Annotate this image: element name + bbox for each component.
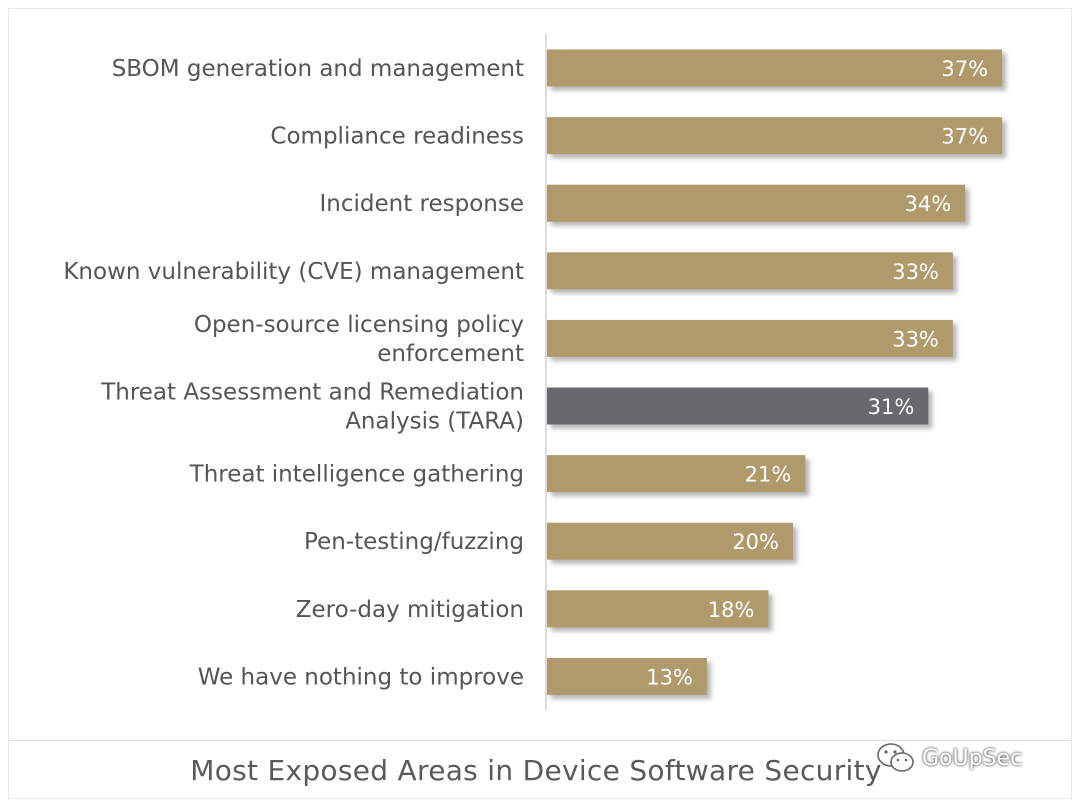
category-labels-group: SBOM generation and management Compliance… <box>63 56 524 690</box>
category-label-8: Zero-day mitigation <box>296 597 524 623</box>
value-label-4: 33% <box>892 327 939 351</box>
category-label-line: Zero-day mitigation <box>296 597 524 623</box>
bar-7 <box>547 522 793 560</box>
watermark-text: GoUpSec <box>922 745 1023 771</box>
bar-4 <box>547 319 953 357</box>
category-label-0: SBOM generation and management <box>112 56 524 82</box>
category-label-line: Known vulnerability (CVE) management <box>63 259 524 285</box>
category-label-line: We have nothing to improve <box>198 664 524 690</box>
value-labels-group: 37% 37% 34% 33% 33% 31% 21% 20% 18% 13% <box>646 57 988 689</box>
value-label-9: 13% <box>646 665 693 689</box>
bar-1 <box>547 117 1003 155</box>
category-label-6: Threat intelligence gathering <box>189 462 524 488</box>
category-label-line: Analysis (TARA) <box>345 409 524 435</box>
category-label-line: Threat intelligence gathering <box>189 462 524 488</box>
title-divider <box>8 740 1072 741</box>
value-label-5: 31% <box>868 395 915 419</box>
category-label-line: SBOM generation and management <box>112 56 524 82</box>
bar-0 <box>547 49 1003 87</box>
bar-9 <box>547 657 707 695</box>
bar-3 <box>547 252 953 290</box>
category-label-line: Incident response <box>319 191 524 217</box>
bar-2 <box>547 184 966 222</box>
category-label-line: Open-source licensing policy <box>194 312 524 338</box>
bars-group <box>547 49 1003 695</box>
bar-5 <box>547 387 929 425</box>
category-label-line: Threat Assessment and Remediation <box>100 380 524 406</box>
category-label-line: Compliance readiness <box>270 124 524 150</box>
watermark: GoUpSec <box>876 738 1022 778</box>
value-label-8: 18% <box>708 598 755 622</box>
category-label-7: Pen-testing/fuzzing <box>304 529 524 555</box>
category-label-9: We have nothing to improve <box>198 664 524 690</box>
bar-chart: SBOM generation and management Compliance… <box>63 34 1003 710</box>
value-label-3: 33% <box>892 260 939 284</box>
category-label-5: Threat Assessment and Remediation Analysi… <box>100 380 524 435</box>
category-label-2: Incident response <box>319 191 524 217</box>
value-label-6: 21% <box>745 463 792 487</box>
chart-title: Most Exposed Areas in Device Software Se… <box>190 754 882 787</box>
category-label-1: Compliance readiness <box>270 124 524 150</box>
category-label-line: enforcement <box>377 341 524 367</box>
value-label-1: 37% <box>941 125 988 149</box>
category-label-3: Known vulnerability (CVE) management <box>63 259 524 285</box>
bar-6 <box>547 455 806 493</box>
category-label-line: Pen-testing/fuzzing <box>304 529 524 555</box>
value-label-0: 37% <box>941 57 988 81</box>
value-label-7: 20% <box>732 530 779 554</box>
value-label-2: 34% <box>905 192 952 216</box>
bar-8 <box>547 590 769 628</box>
category-label-4: Open-source licensing policy enforcement <box>194 312 524 367</box>
wechat-icon <box>876 741 916 775</box>
